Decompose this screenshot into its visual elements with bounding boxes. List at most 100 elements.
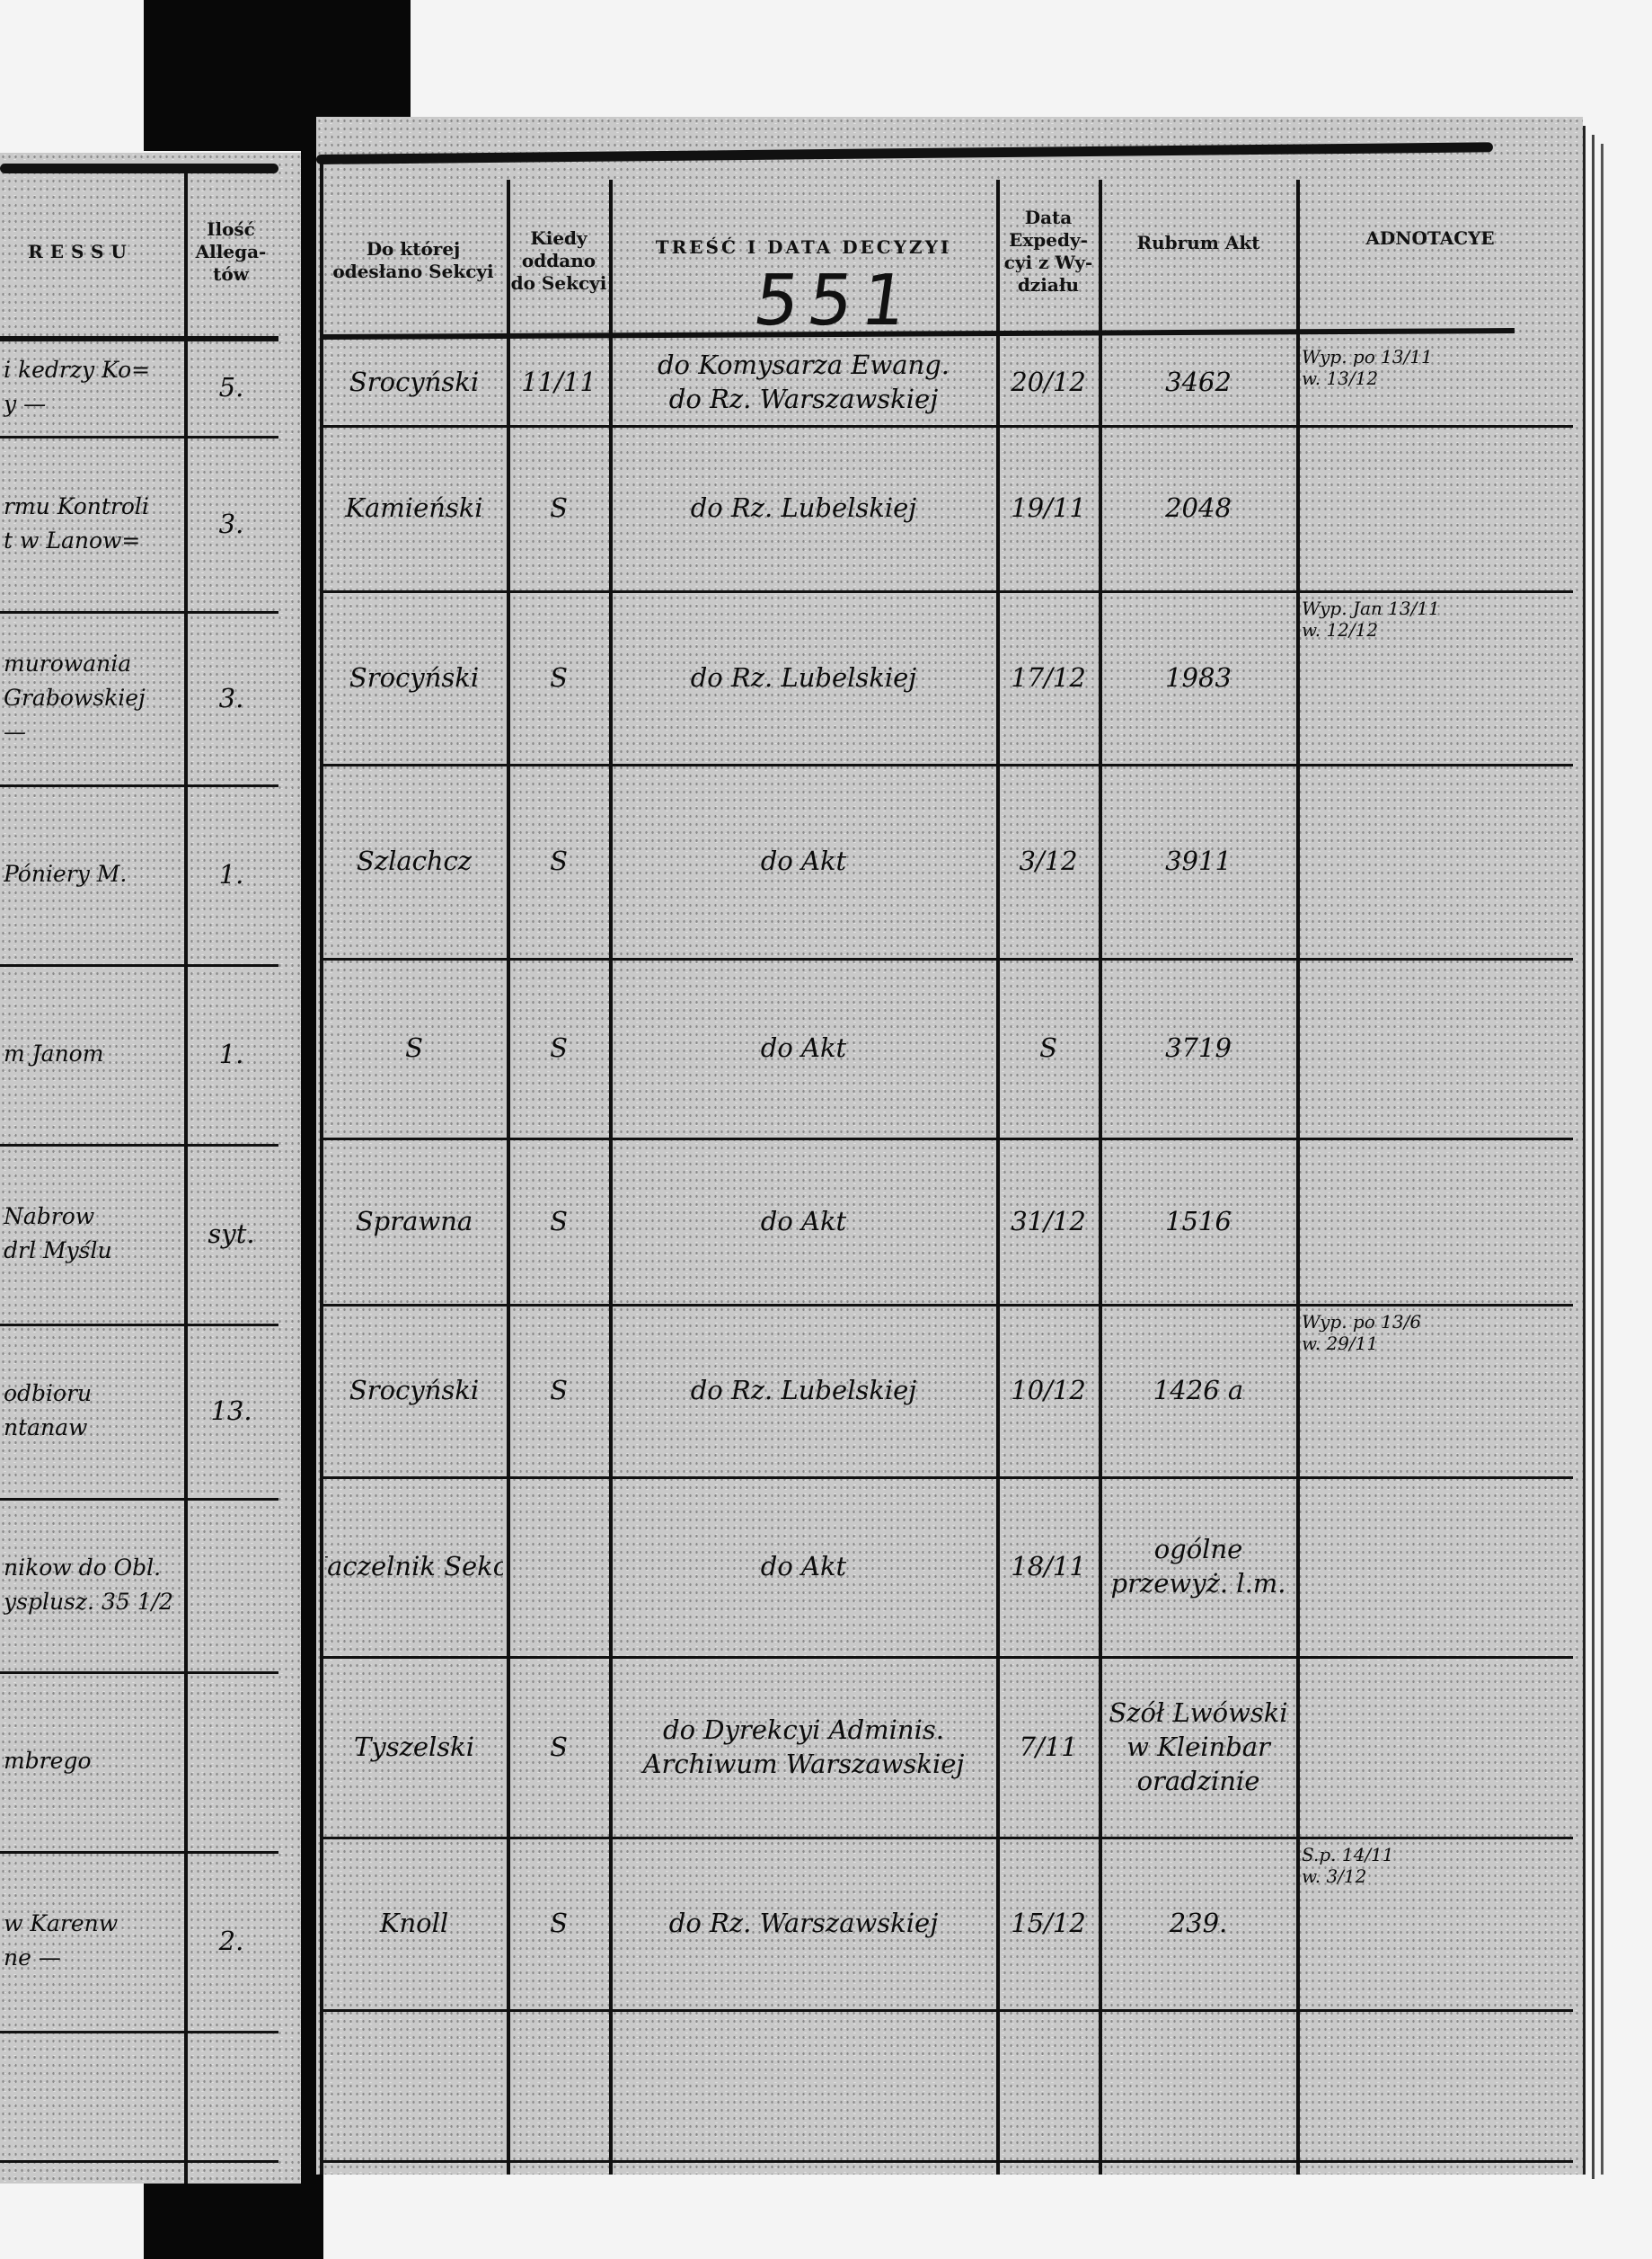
rubrum-cell: 239. xyxy=(1104,1837,1293,2009)
handwritten-line: do Rz. Warszawskiej xyxy=(668,1908,939,1938)
right-page xyxy=(316,117,1583,2175)
rubrum-cell: 1983 xyxy=(1104,590,1293,764)
handwritten-line: ysplusz. 35 1/2 xyxy=(4,1588,173,1615)
section-cell: Kamieński xyxy=(345,492,483,523)
handwritten-line: w. 29/11 xyxy=(1302,1333,1379,1354)
handwritten-line: 2048 xyxy=(1165,492,1232,523)
column-divider xyxy=(507,180,510,2175)
when-given-cell: S xyxy=(550,1032,568,1063)
dispatch-date-cell: S xyxy=(1039,1032,1057,1063)
handwritten-line: Grabowskiej xyxy=(4,684,146,711)
attachments-count: 1. xyxy=(218,859,244,890)
handwritten-line: 3462 xyxy=(1165,367,1232,397)
header-section: Do której odesłano Sekcyi xyxy=(332,238,494,282)
decision-cell: do Akt xyxy=(614,764,993,958)
row-divider xyxy=(0,1144,278,1147)
section-cell: Sprawna xyxy=(355,1205,473,1236)
left-row-text: m Janom xyxy=(4,964,180,1144)
handwritten-line: 3719 xyxy=(1165,1032,1232,1063)
decision-cell: do Rz. Lubelskiej xyxy=(614,425,993,590)
dispatch-date-cell: 31/12 xyxy=(1011,1205,1086,1236)
decision-cell: do Rz. Lubelskiej xyxy=(614,590,993,764)
row-divider xyxy=(320,1837,1573,1839)
row-divider xyxy=(320,590,1573,593)
column-divider xyxy=(1296,180,1300,2175)
handwritten-line: 239. xyxy=(1169,1908,1228,1938)
page-edge xyxy=(1592,135,1595,2179)
handwritten-line: Póniery M. xyxy=(4,861,128,887)
annotation-cell xyxy=(1302,764,1570,965)
attachments-count: 2. xyxy=(218,1926,244,1956)
book-spine xyxy=(301,135,321,2201)
section-cell xyxy=(325,2009,503,2160)
handwritten-line: ogólne xyxy=(1153,1534,1243,1564)
section-cell: Knoll xyxy=(379,1908,449,1938)
binding-bottom xyxy=(144,2175,323,2259)
when-given-cell: S xyxy=(550,492,568,523)
attachments-count: 3. xyxy=(218,508,244,539)
when-given-cell xyxy=(512,2009,605,2160)
when-given-cell: S xyxy=(550,1375,568,1405)
handwritten-line: do Rz. Lubelskiej xyxy=(690,661,917,693)
handwritten-line: drl Myślu xyxy=(4,1237,112,1263)
handwritten-line: mbrego xyxy=(4,1748,92,1774)
left-row-text xyxy=(4,2031,180,2160)
decision-cell: do Rz. Warszawskiej xyxy=(614,1837,993,2009)
left-row-text: Póniery M. xyxy=(4,784,180,964)
handwritten-line: Wyp. Jan 13/11 xyxy=(1302,598,1440,619)
left-row-text: nikow do Obl. ysplusz. 35 1/2 xyxy=(4,1498,180,1671)
left-top-rule xyxy=(0,164,278,173)
column-divider xyxy=(609,180,613,2175)
handwritten-line: Wyp. po 13/6 xyxy=(1302,1311,1422,1333)
handwritten-line: — xyxy=(4,718,26,745)
handwritten-line: t w Lanow= xyxy=(4,527,141,554)
handwritten-line: oradzinie xyxy=(1136,1765,1260,1796)
when-given-cell: 11/11 xyxy=(521,367,596,397)
header-when-given: Kiedy oddano do Sekcyi xyxy=(510,226,607,294)
row-divider xyxy=(0,2160,278,2163)
dispatch-date-cell: 17/12 xyxy=(1011,661,1086,693)
handwritten-line: Wyp. po 13/11 xyxy=(1302,346,1433,368)
decision-cell: do Akt xyxy=(614,1138,993,1304)
rubrum-cell: ogólne przewyż. l.m. xyxy=(1104,1476,1293,1656)
attachments-count: syt. xyxy=(208,1218,255,1249)
row-divider xyxy=(320,958,1573,961)
when-given-cell: S xyxy=(550,1908,568,1938)
handwritten-line: Szół Lwówski xyxy=(1109,1696,1288,1728)
handwritten-line: do Dyrekcyi Adminis. xyxy=(663,1714,944,1745)
row-divider xyxy=(320,764,1573,766)
attachments-count: 3. xyxy=(218,682,244,713)
left-row-text: mbrego xyxy=(4,1671,180,1851)
left-page xyxy=(0,153,310,2184)
dispatch-date-cell xyxy=(1002,2009,1095,2160)
rubrum-cell: 3719 xyxy=(1104,958,1293,1138)
handwritten-line: ne — xyxy=(4,1945,61,1971)
header-annotations: ADNOTACYE xyxy=(1365,226,1495,249)
handwritten-line: murowania xyxy=(4,650,132,677)
column-divider xyxy=(996,180,1000,2175)
handwritten-line: i kedrzy Ko= xyxy=(4,357,151,383)
rubrum-cell: 3911 xyxy=(1104,764,1293,958)
handwritten-line: Nabrow xyxy=(4,1203,95,1229)
page-number-stamp: 551 xyxy=(748,261,922,341)
when-given-cell xyxy=(512,1476,605,1656)
handwritten-line: do Akt xyxy=(760,1032,847,1063)
rubrum-cell xyxy=(1104,2009,1293,2160)
decision-cell: do Komysarza Ewang. do Rz. Warszawskiej xyxy=(614,339,993,425)
left-row-text: Nabrow drl Myślu xyxy=(4,1144,180,1324)
handwritten-line: 1426 a xyxy=(1153,1375,1244,1405)
decision-cell: do Rz. Lubelskiej xyxy=(614,1304,993,1476)
handwritten-line: rmu Kontroli xyxy=(4,492,149,519)
dispatch-date-cell: 15/12 xyxy=(1011,1908,1086,1938)
handwritten-line: w. 13/12 xyxy=(1302,368,1379,389)
left-row-text: rmu Kontroli t w Lanow= xyxy=(4,436,180,611)
left-row-text: i kedrzy Ko= y — xyxy=(4,339,180,436)
handwritten-line: do Rz. Lubelskiej xyxy=(690,492,917,523)
annotation-cell: Wyp. Jan 13/11 w. 12/12 xyxy=(1302,590,1570,771)
rubrum-cell: 1516 xyxy=(1104,1138,1293,1304)
rubrum-cell: 2048 xyxy=(1104,425,1293,590)
column-divider xyxy=(184,171,188,2184)
handwritten-line: do Akt xyxy=(760,1551,847,1581)
handwritten-line: ntanaw xyxy=(4,1414,88,1440)
annotation-cell: Wyp. po 13/11 w. 13/12 xyxy=(1302,339,1570,432)
